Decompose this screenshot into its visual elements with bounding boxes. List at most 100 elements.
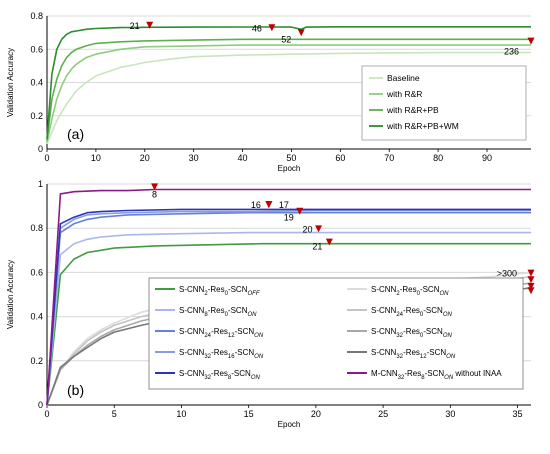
marker-triangle [325,238,333,246]
marker-triangle [527,37,535,45]
legend-label: M-CNN32-Res8-SCNON without INAA [371,369,502,381]
x-axis-label: Epoch [278,420,301,429]
legend-subscript: ON [439,291,449,297]
x-tick-label: 20 [311,409,321,419]
legend-box [148,277,524,390]
x-tick-label: 15 [244,409,254,419]
series-line [46,26,531,140]
series-line [46,44,531,143]
x-tick-label: 10 [176,409,186,419]
x-tick-label: 60 [335,153,345,163]
y-tick-label: 0.4 [30,312,43,322]
legend-label: with R&R [386,89,422,99]
legend-a: Baseline with R&R with R&R+PB with R&R+PB+W… [361,65,527,141]
legend-text: S-CNN [179,348,205,357]
legend-label: S-CNN2-Res0-SCNON [371,285,449,297]
marker-label: 8 [152,189,157,199]
y-tick-label: 0 [38,400,43,410]
legend-text: -Res [211,369,228,378]
x-tick-label: 80 [433,153,443,163]
panel-label: (a) [67,126,84,142]
legend-subscript: 32 [204,375,211,381]
legend-text: S-CNN [371,306,397,315]
legend-text: S-CNN [179,369,205,378]
y-tick-label: 1 [38,179,43,189]
legend-label: with R&R+PB+WM [386,121,459,131]
legend-subscript: ON [251,375,261,381]
legend-subscript: 2 [396,291,400,297]
legend-subscript: 0 [420,312,424,318]
legend-label: S-CNN32-Res0-SCNON [371,327,452,339]
marker-triangle [527,269,535,277]
marker-triangle [265,201,273,209]
legend-subscript: OFF [247,291,259,297]
legend-text: S-CNN [179,327,205,336]
marker-label: >300 [497,269,517,279]
legend-text: -SCN [425,369,445,378]
marker-triangle [268,24,276,32]
y-tick-label: 0.8 [30,223,43,233]
legend-text: -Res [403,327,420,336]
legend-label: S-CNN24-Res12-SCNON [179,327,264,339]
marker-label: 19 [284,213,294,223]
legend-box [361,65,527,141]
y-tick-label: 0.8 [30,11,43,21]
legend-subscript: 32 [396,333,403,339]
x-tick-label: 20 [140,153,150,163]
y-tick-label: 0.6 [30,44,43,54]
x-tick-label: 30 [445,409,455,419]
x-tick-label: 50 [286,153,296,163]
x-tick-label: 0 [44,409,49,419]
x-tick-label: 10 [91,153,101,163]
series-line [46,188,531,406]
chart-panel-a: 0 0.2 0.4 0.6 0.8 0 10 20 30 40 50 60 70 80 90 Epoch Val… [6,11,535,173]
legend-subscript: 8 [228,375,232,381]
legend-subscript: ON [446,354,456,360]
marker-triangle [315,225,323,233]
x-tick-label: 25 [378,409,388,419]
legend-text: S-CNN [179,306,205,315]
legend-text: M-CNN [371,369,398,378]
legend-subscript: 24 [396,312,403,318]
legend-label: with R&R+PB [386,105,439,115]
legend-label: S-CNN32-Res12-SCNON [371,348,456,360]
legend-text: S-CNN [179,285,205,294]
x-tick-label: 40 [238,153,248,163]
legend-subscript: ON [443,312,453,318]
series-line [46,242,531,406]
legend-text: S-CNN [371,348,397,357]
marker-triangle [527,276,535,284]
legend-text: -Res [400,285,417,294]
marker-triangle [527,282,535,290]
marker-label: 17 [279,200,289,210]
legend-text: -Res [403,348,420,357]
legend-text: -SCN [231,369,251,378]
legend-text: -Res [208,285,225,294]
legend-label: S-CNN32-Res8-SCNON [179,369,260,381]
legend-text: without INAA [453,369,502,378]
x-axis-label: Epoch [278,164,301,173]
legend-subscript: 0 [420,333,424,339]
legend-subscript: ON [444,375,454,381]
legend-label: S-CNN24-Res0-SCNON [371,306,452,318]
legend-subscript: 0 [225,312,229,318]
legend-text: -SCN [423,306,443,315]
x-tick-label: 5 [112,409,117,419]
legend-subscript: 12 [420,354,427,360]
marker-label: 21 [312,242,322,252]
legend-subscript: 32 [398,375,405,381]
legend-text: -Res [403,306,420,315]
marker-label: 236 [504,47,519,57]
x-tick-label: 35 [513,409,523,419]
legend-text: -Res [208,306,225,315]
y-axis-label: Validation Accuracy [6,48,15,117]
series-line [46,51,531,145]
legend-text: -Res [211,327,228,336]
legend-subscript: 8 [421,375,425,381]
marker-triangle [297,29,305,37]
legend-b: S-CNN2-Res0-SCNOFF S-CNN2-Res0-SCNONS-CNN… [148,277,524,390]
legend-subscript: ON [247,312,257,318]
legend-subscript: 32 [204,354,211,360]
marker-label: 52 [281,34,291,44]
